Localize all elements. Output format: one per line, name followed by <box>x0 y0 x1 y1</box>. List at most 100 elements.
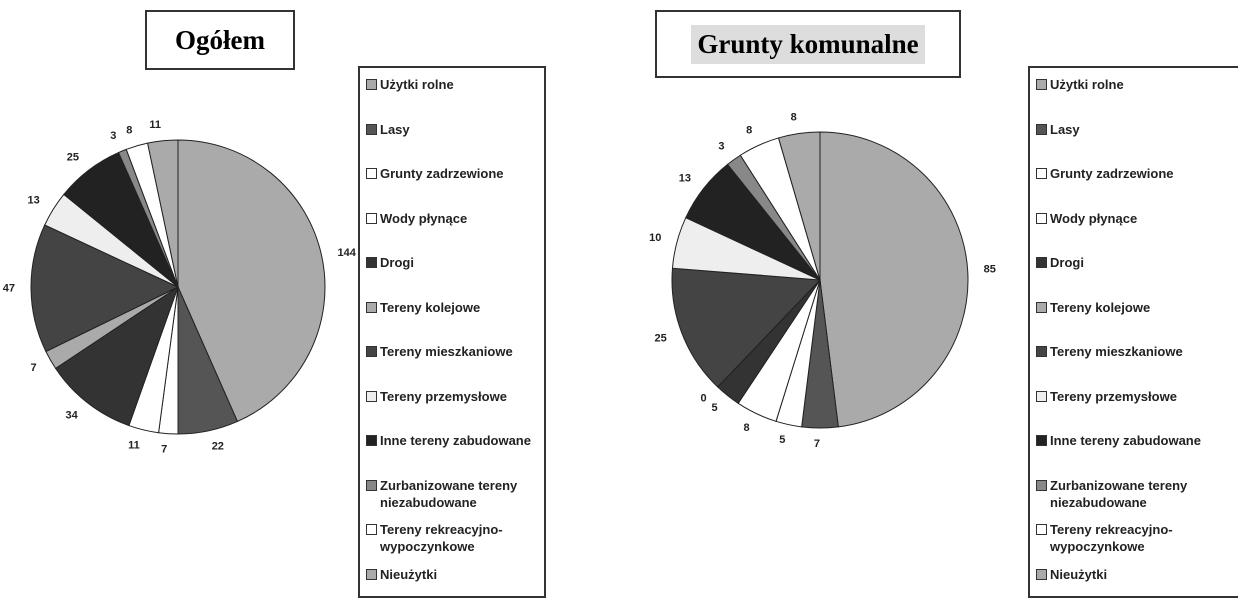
legend-swatch <box>1036 568 1047 580</box>
data-label: 3 <box>718 141 724 153</box>
legend-label: Wody płynące <box>1050 210 1138 226</box>
legend-label: Zurbanizowane tereny niezabudowane <box>1050 477 1188 510</box>
legend-item: Tereny mieszkaniowe <box>366 343 540 360</box>
legend-item: Drogi <box>366 254 540 271</box>
legend-swatch <box>1036 79 1047 90</box>
chart-title-box: Grunty komunalne <box>655 10 961 78</box>
pie-slice <box>177 139 326 423</box>
data-label: 0 <box>701 392 707 404</box>
legend-swatch <box>1036 212 1047 224</box>
chart-title-box: Ogółem <box>145 10 295 70</box>
legend-swatch <box>1036 435 1047 446</box>
data-label: 7 <box>161 444 167 456</box>
data-label: 3 <box>110 130 116 142</box>
legend-swatch <box>1036 524 1047 535</box>
legend-swatch <box>366 123 377 135</box>
legend-swatch <box>1036 346 1047 357</box>
legend: Użytki rolne Lasy Grunty zadrzewione Wody p… <box>358 66 546 598</box>
legend-label: Lasy <box>1050 121 1080 137</box>
legend-item: Tereny przemysłowe <box>366 388 540 405</box>
legend-item: Grunty zadrzewione <box>1036 165 1234 182</box>
legend-item: Nieużytki <box>366 566 540 583</box>
legend-label: Nieużytki <box>380 566 438 582</box>
legend-label: Tereny rekreacyjno-wypoczynkowe <box>1050 522 1173 554</box>
legend-swatch <box>366 479 377 491</box>
legend-swatch <box>366 346 377 357</box>
data-label: 8 <box>743 422 749 434</box>
data-label: 47 <box>3 282 15 294</box>
legend-label: Zurbanizowane tereny niezabudowane <box>380 477 518 510</box>
legend-item: Wody płynące <box>1036 210 1234 227</box>
legend-item: Tereny rekreacyjno-wypoczynkowe <box>1036 521 1234 555</box>
data-label: 5 <box>779 434 785 446</box>
legend-item: Grunty zadrzewione <box>366 165 540 182</box>
legend-swatch <box>366 257 377 268</box>
legend-label: Tereny mieszkaniowe <box>380 344 513 359</box>
legend-label: Tereny rekreacyjno-wypoczynkowe <box>380 522 503 554</box>
legend-swatch <box>1036 390 1047 402</box>
legend-swatch <box>1036 301 1047 313</box>
data-label: 11 <box>128 439 140 451</box>
legend-item: Drogi <box>1036 254 1234 271</box>
legend-swatch <box>366 301 377 313</box>
data-label: 13 <box>28 195 40 207</box>
data-label: 8 <box>791 112 797 124</box>
legend-label: Inne tereny zabudowane <box>380 433 531 448</box>
legend-item: Nieużytki <box>1036 566 1234 583</box>
data-label: 25 <box>654 332 666 344</box>
legend-item: Tereny przemysłowe <box>1036 388 1234 405</box>
data-label: 8 <box>746 125 752 137</box>
legend-label: Użytki rolne <box>380 77 454 92</box>
legend-label: Drogi <box>380 255 414 270</box>
legend-label: Drogi <box>1050 255 1084 270</box>
legend-item: Użytki rolne <box>1036 76 1234 93</box>
data-label: 7 <box>814 438 820 450</box>
pie-slice <box>54 285 179 427</box>
legend-swatch <box>366 79 377 90</box>
legend-item: Tereny kolejowe <box>1036 299 1234 316</box>
legend-item: Lasy <box>1036 121 1234 138</box>
data-label: 85 <box>984 264 996 276</box>
legend-swatch <box>1036 168 1047 179</box>
pie-slice <box>819 131 969 428</box>
legend-swatch <box>366 168 377 179</box>
data-label: 22 <box>212 440 224 452</box>
data-label: 7 <box>30 362 36 374</box>
data-label: 25 <box>67 151 79 163</box>
legend-label: Inne tereny zabudowane <box>1050 433 1201 448</box>
legend-label: Tereny przemysłowe <box>380 388 507 404</box>
legend-swatch <box>366 390 377 402</box>
legend-item: Wody płynące <box>366 210 540 227</box>
legend-label: Lasy <box>380 121 410 137</box>
legend-label: Nieużytki <box>1050 566 1108 582</box>
legend-swatch <box>366 524 377 535</box>
data-label: 10 <box>649 232 661 244</box>
legend-label: Grunty zadrzewione <box>380 166 504 181</box>
legend-item: Zurbanizowane tereny niezabudowane <box>1036 477 1234 511</box>
data-label: 144 <box>337 247 356 259</box>
data-label: 11 <box>149 119 161 131</box>
legend: Użytki rolne Lasy Grunty zadrzewione Wody p… <box>1028 66 1238 598</box>
legend-label: Użytki rolne <box>1050 77 1124 92</box>
legend-label: Tereny kolejowe <box>380 299 481 315</box>
legend-label: Tereny kolejowe <box>1050 299 1151 315</box>
legend-swatch <box>366 435 377 446</box>
legend-swatch <box>1036 479 1047 491</box>
data-label: 5 <box>711 402 717 414</box>
legend-item: Lasy <box>366 121 540 138</box>
chart-title: Ogółem <box>175 24 265 55</box>
data-label: 34 <box>66 409 79 421</box>
legend-item: Inne tereny zabudowane <box>1036 432 1234 449</box>
chart-title: Grunty komunalne <box>691 24 925 64</box>
legend-label: Tereny przemysłowe <box>1050 388 1177 404</box>
pie-slice <box>671 267 822 388</box>
data-label: 13 <box>679 173 691 185</box>
legend-swatch <box>366 568 377 580</box>
legend-item: Tereny rekreacyjno-wypoczynkowe <box>366 521 540 555</box>
legend-item: Użytki rolne <box>366 76 540 93</box>
pie-slice <box>147 139 179 288</box>
legend-item: Zurbanizowane tereny niezabudowane <box>366 477 540 511</box>
legend-swatch <box>1036 257 1047 268</box>
